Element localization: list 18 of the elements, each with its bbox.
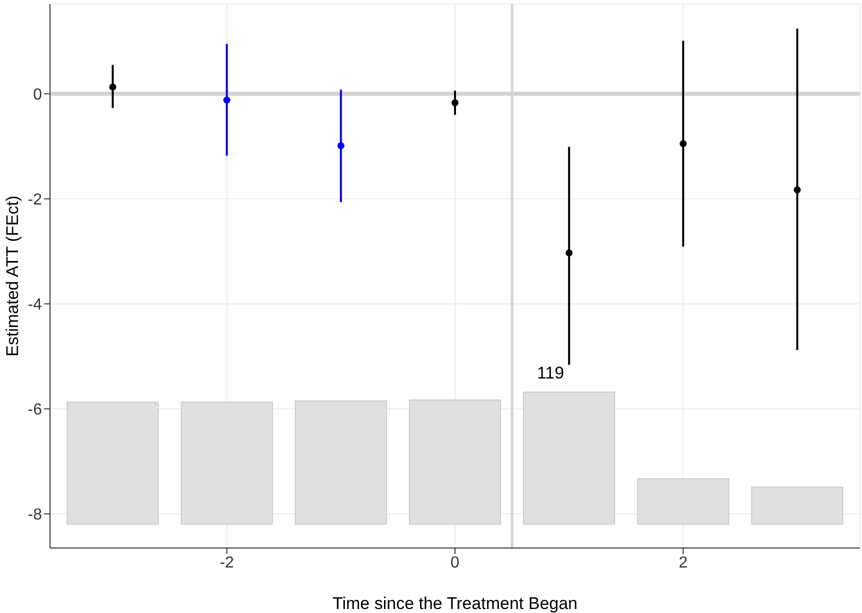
x-axis-title: Time since the Treatment Began [332, 594, 578, 613]
y-tick-label: -8 [28, 506, 42, 524]
y-axis-title: Estimated ATT (FEct) [3, 196, 22, 356]
point [794, 186, 801, 194]
point [337, 142, 344, 150]
annotation: 119 [536, 364, 564, 383]
point [223, 96, 230, 104]
y-tick-label: 0 [33, 86, 42, 104]
y-tick-label: -6 [28, 402, 42, 419]
point [680, 140, 687, 148]
point [109, 83, 116, 90]
point [566, 249, 573, 256]
y-tick-label: -4 [28, 296, 42, 314]
x-tick-label: 0 [450, 554, 460, 572]
x-tick-label: 2 [678, 554, 688, 572]
point [452, 99, 458, 106]
y-tick-label: -2 [28, 191, 42, 208]
x-tick-label: -2 [220, 554, 234, 572]
